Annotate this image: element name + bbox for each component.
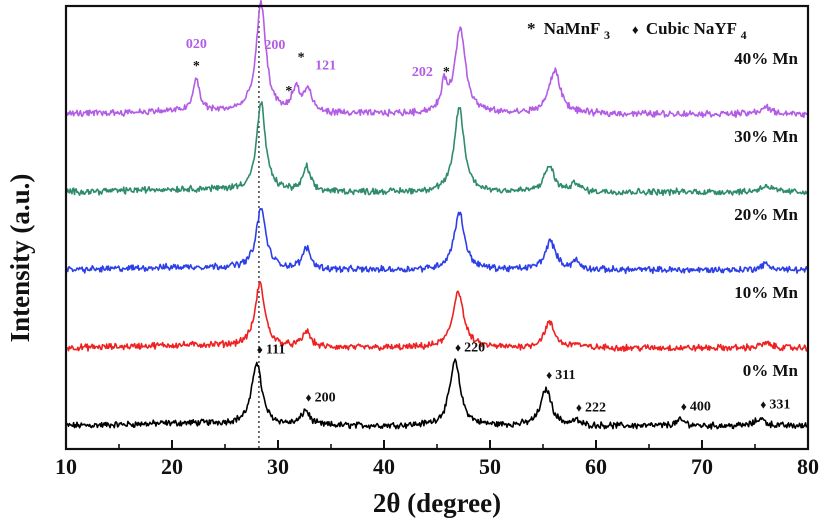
diamond-marker-200: ♦ — [306, 390, 312, 404]
series-line-30-mn — [65, 101, 809, 197]
axes: 10 20 30 40 50 60 70 80 — [55, 4, 819, 479]
series-label-40-mn: 40% Mn — [734, 49, 798, 68]
peak-label-namnf3-202: 202 — [412, 65, 433, 80]
series-line-0-mn — [65, 358, 809, 430]
diamond-marker-222: ♦ — [576, 400, 582, 414]
diamond-marker-331: ♦ — [760, 398, 766, 412]
peak-label-text-400: 400 — [690, 399, 711, 414]
y-axis-title: Intensity (a.u.) — [5, 174, 35, 343]
peak-label-namnf3-200: 200 — [264, 38, 285, 53]
diamond-marker-220: ♦ — [455, 341, 461, 355]
legend: * NaMnF 3 ♦ Cubic NaYF 4 — [527, 19, 747, 42]
x-axis-title: 2θ (degree) — [373, 488, 501, 518]
legend-text-namnf3: NaMnF — [544, 19, 600, 38]
asterisk-marker-202: * — [443, 65, 450, 80]
x-tick-label-80: 80 — [797, 454, 819, 479]
series-lines: 0% Mn 10% Mn 20% Mn 30% Mn 40% Mn — [65, 0, 809, 430]
asterisk-marker-121: * — [298, 51, 305, 66]
series-label-0-mn: 0% Mn — [743, 361, 799, 380]
asterisk-marker-020: * — [193, 59, 200, 74]
diamond-marker-311: ♦ — [546, 368, 552, 382]
asterisk-marker-200: * — [285, 84, 292, 99]
legend-sub-cubic: 4 — [741, 28, 747, 42]
legend-text-cubic: Cubic NaYF — [646, 19, 737, 38]
peak-label-cubic-220: ♦ 220 — [455, 341, 485, 356]
legend-item-namnf3: * NaMnF 3 — [527, 19, 610, 42]
peak-label-cubic-222: ♦ 222 — [576, 400, 606, 415]
peak-label-cubic-111: ♦ 111 — [257, 342, 286, 357]
legend-item-cubic: ♦ Cubic NaYF 4 — [632, 19, 747, 42]
diamond-marker-111: ♦ — [257, 342, 263, 356]
x-tick-label-40: 40 — [373, 454, 395, 479]
peak-label-cubic-331: ♦ 331 — [760, 398, 790, 413]
peak-label-cubic-400: ♦ 400 — [681, 399, 711, 414]
peak-label-text-331: 331 — [769, 398, 790, 413]
x-tick-label-50: 50 — [479, 454, 501, 479]
peak-label-text-222: 222 — [585, 400, 606, 415]
x-tick-label-30: 30 — [267, 454, 289, 479]
peak-label-text-311: 311 — [555, 368, 575, 383]
peak-label-text-200: 200 — [315, 390, 336, 405]
x-tick-label-10: 10 — [55, 454, 77, 479]
legend-sub-namnf3: 3 — [604, 28, 610, 42]
plot-frame — [64, 4, 810, 451]
series-label-10-mn: 10% Mn — [734, 283, 798, 302]
peak-label-text-220: 220 — [464, 341, 485, 356]
asterisk-marker: * — [527, 19, 536, 38]
peak-label-cubic-200: ♦ 200 — [306, 390, 336, 405]
series-line-20-mn — [65, 207, 809, 275]
series-label-30-mn: 30% Mn — [734, 127, 798, 146]
x-tick-label-20: 20 — [161, 454, 183, 479]
diamond-marker-400: ♦ — [681, 399, 687, 413]
series-line-10-mn — [65, 281, 809, 353]
peak-label-namnf3-121: 121 — [315, 59, 336, 74]
series-label-20-mn: 20% Mn — [734, 205, 798, 224]
peak-label-cubic-311: ♦ 311 — [546, 368, 575, 383]
peak-label-text-111: 111 — [266, 342, 285, 357]
peak-label-namnf3-020: 020 — [186, 37, 207, 52]
x-tick-label-60: 60 — [585, 454, 607, 479]
diamond-marker: ♦ — [632, 22, 639, 37]
peak-annotations: ♦ 111♦ 200♦ 220♦ 311♦ 222 ♦ 400 ♦ 331*020*200*121… — [186, 37, 791, 416]
x-tick-label-70: 70 — [691, 454, 713, 479]
series-line-40-mn — [65, 0, 809, 119]
